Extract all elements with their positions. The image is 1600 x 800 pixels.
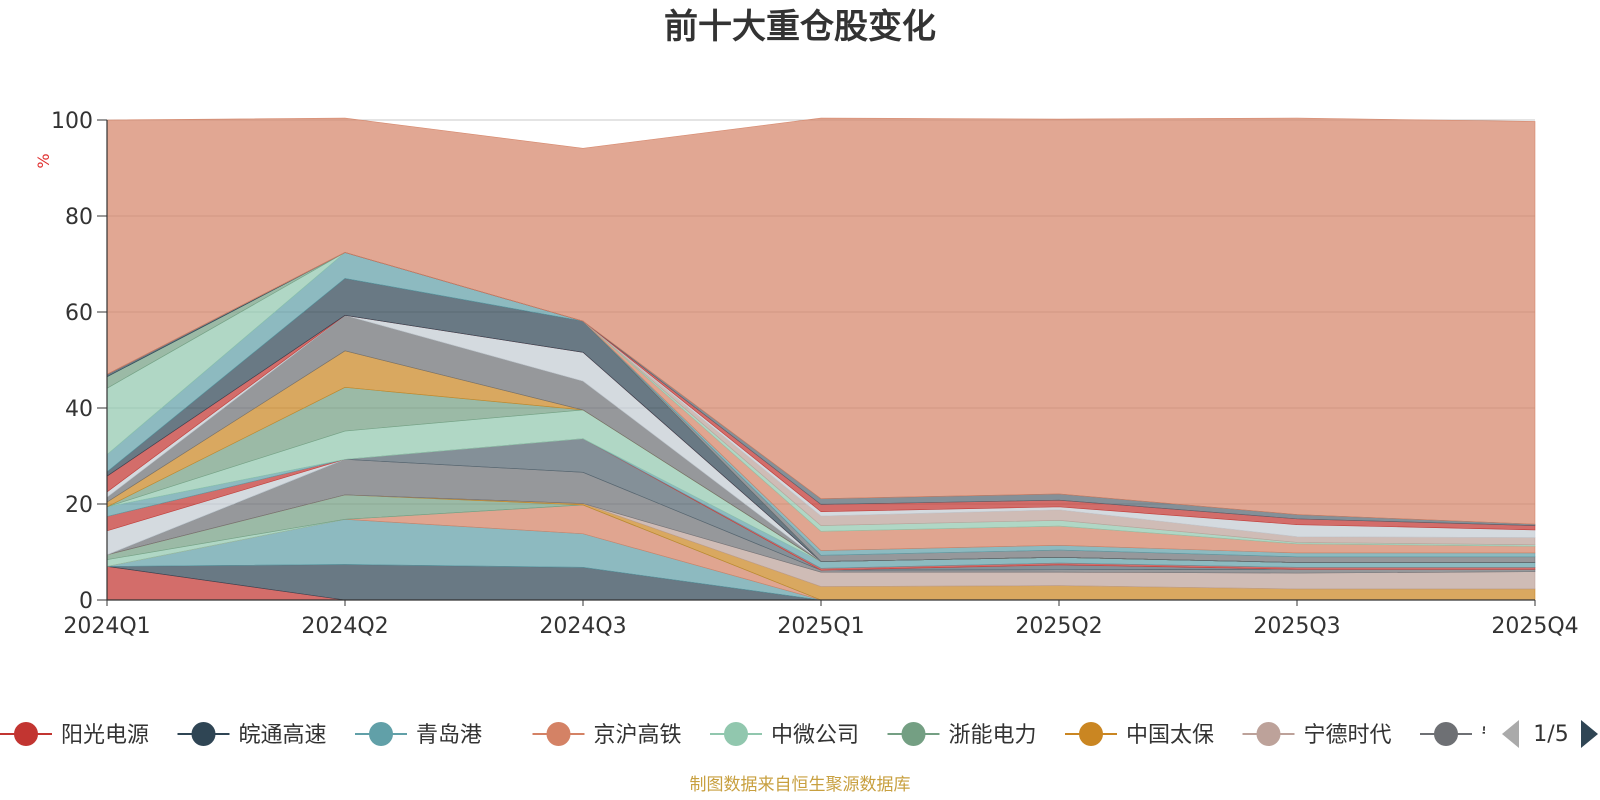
legend-prev-page-icon[interactable] <box>1502 720 1519 748</box>
legend-marker-icon <box>1434 722 1458 746</box>
legend-marker-icon <box>191 722 216 746</box>
legend-label: 宁德时代 <box>1304 723 1392 748</box>
legend-marker-icon <box>1256 722 1281 746</box>
legend-marker-icon <box>901 722 926 746</box>
legend-next-page-icon[interactable] <box>1581 720 1598 748</box>
legend-label: 京沪高铁 <box>594 723 682 748</box>
legend-item-2[interactable]: 皖通高速 <box>177 722 327 748</box>
axes: 0 20 40 60 80 100 2024Q1 2024Q2 2024Q3 2025Q1 2025… <box>51 109 1579 639</box>
x-tick-label: 2024Q3 <box>539 614 626 639</box>
y-tick-label: 40 <box>65 397 93 422</box>
legend-item-7[interactable]: 中国太保 <box>1065 722 1214 748</box>
legend-item-9[interactable]: 宁沪高速 <box>1420 722 1569 748</box>
legend-marker-icon <box>369 722 393 746</box>
x-tick-label: 2025Q3 <box>1253 614 1340 639</box>
x-tick-label: 2025Q1 <box>777 614 864 639</box>
legend-marker-icon <box>1079 722 1103 746</box>
data-source-note: 制图数据来自恒生聚源数据库 <box>690 775 911 795</box>
legend-label: 皖通高速 <box>239 723 327 748</box>
legend-item-4[interactable]: 京沪高铁 <box>532 722 682 748</box>
legend-item-1[interactable]: 阳光电源 <box>0 722 149 748</box>
area-series-33[interactable] <box>106 117 1536 525</box>
legend-label: 青岛港 <box>416 723 482 748</box>
y-axis-unit-label: % <box>34 153 53 168</box>
legend-label: 浙能电力 <box>949 723 1037 748</box>
area-series-group[interactable] <box>106 117 1536 601</box>
x-tick-label: 2024Q2 <box>301 614 388 639</box>
x-tick-label: 2025Q2 <box>1015 614 1102 639</box>
y-tick-label: 0 <box>79 589 93 614</box>
legend-item-5[interactable]: 中微公司 <box>710 722 859 748</box>
x-tick-label: 2024Q1 <box>63 614 150 639</box>
chart-title: 前十大重仓股变化 <box>664 7 936 47</box>
legend-label: 中微公司 <box>771 723 859 748</box>
legend-marker-icon <box>546 722 571 746</box>
legend-item-3[interactable]: 青岛港 <box>355 722 482 748</box>
legend-item-6[interactable]: 浙能电力 <box>887 722 1037 748</box>
y-tick-label: 60 <box>65 301 93 326</box>
legend-label: 宁沪高速 <box>1481 723 1569 748</box>
legend-marker-icon <box>724 722 748 746</box>
legend-items[interactable]: 阳光电源 皖通高速 青岛港 京沪高铁 中微公司 浙能电力 中国太保 宁德时代 宁沪高速 <box>0 722 1569 748</box>
legend-item-8[interactable]: 宁德时代 <box>1242 722 1392 748</box>
x-tick-label: 2025Q4 <box>1491 614 1578 639</box>
legend-marker-icon <box>14 722 38 746</box>
y-tick-label: 80 <box>65 205 93 230</box>
y-tick-label: 100 <box>51 109 93 134</box>
legend-label: 中国太保 <box>1126 723 1214 748</box>
y-tick-label: 20 <box>65 493 93 518</box>
legend-page-indicator: 1/5 <box>1533 722 1568 747</box>
legend-label: 阳光电源 <box>61 723 149 748</box>
